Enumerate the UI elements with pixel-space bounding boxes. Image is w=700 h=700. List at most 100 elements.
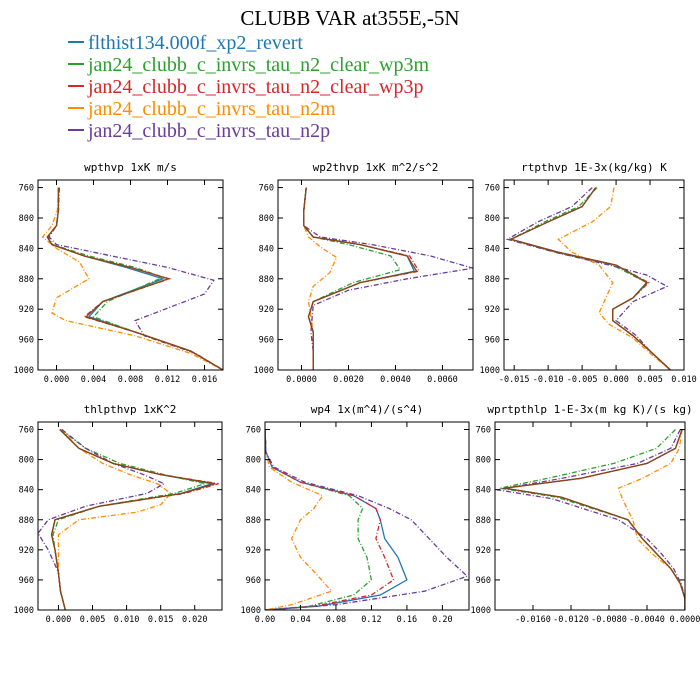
xtick-label-0-0: 0.000 [44, 375, 70, 385]
subplot-1: wp2thvp 1xK m^2/s^2 0.0000 0.0020 0.0040 0.0… [254, 161, 474, 385]
ytick-label-5-3: 880 [476, 516, 491, 526]
xtick-label-0-3: 0.012 [155, 375, 181, 385]
subplot-lines-0 [41, 187, 223, 370]
ytick-label-2-1: 800 [485, 214, 500, 224]
legend-swatch-0 [68, 41, 84, 44]
legend-item-4: jan24_clubb_c_invrs_tau_n2p [68, 120, 429, 142]
legend-swatch-3 [68, 107, 84, 110]
xtick-label-1-3: 0.0060 [427, 375, 458, 385]
ytick-label-0-4: 920 [19, 305, 34, 315]
subplot-title-5: wprtpthlp 1-E-3x(m kg K)/(s kg) [487, 403, 692, 416]
xtick-label-4-1: 0.04 [290, 615, 310, 625]
legend-item-0: flthist134.000f_xp2_revert [68, 32, 429, 54]
legend: flthist134.000f_xp2_revert jan24_clubb_c… [68, 32, 429, 142]
xtick-label-2-0: -0.015 [499, 375, 530, 385]
subplot-4: wp4 1x(m^4)/(s^4) 0.00 0.04 0.08 0.12 0.16 0.2… [241, 403, 470, 625]
xtick-label-2-2: -0.005 [567, 375, 598, 385]
ytick-label-1-3: 880 [259, 275, 274, 285]
legend-label-1: jan24_clubb_c_invrs_tau_n2_clear_wp3m [88, 54, 430, 76]
series-line-0-4 [48, 187, 223, 370]
ytick-label-3-0: 760 [19, 426, 34, 436]
ytick-label-5-4: 920 [476, 546, 491, 556]
xtick-label-1-0: 0.0000 [286, 375, 317, 385]
subplot-lines-4 [265, 429, 469, 610]
xtick-label-3-0: 0.000 [46, 615, 72, 625]
figure-title: CLUBB VAR at355E,-5N [240, 6, 460, 30]
xtick-label-0-1: 0.004 [81, 375, 107, 385]
series-line-2-3 [557, 187, 671, 370]
ytick-label-1-1: 800 [259, 214, 274, 224]
ytick-label-2-3: 880 [485, 275, 500, 285]
series-line-1-1 [303, 187, 402, 370]
ytick-label-4-2: 840 [246, 486, 261, 496]
series-line-4-0 [265, 429, 408, 610]
xtick-label-2-5: 0.010 [671, 375, 697, 385]
xtick-label-3-4: 0.020 [182, 615, 208, 625]
xtick-label-1-2: 0.0040 [380, 375, 411, 385]
series-line-5-2 [504, 429, 685, 610]
series-line-2-5 [508, 187, 671, 370]
ytick-label-0-2: 840 [19, 244, 34, 254]
subplot-frame-4 [264, 421, 470, 611]
ytick-label-0-0: 760 [19, 184, 34, 194]
series-line-4-3 [265, 429, 333, 610]
series-line-1-5 [303, 187, 418, 370]
xtick-label-4-0: 0.00 [255, 615, 275, 625]
series-line-0-0 [46, 187, 223, 370]
xtick-label-4-2: 0.08 [326, 615, 346, 625]
xtick-label-1-1: 0.0020 [333, 375, 364, 385]
series-line-3-3 [57, 429, 172, 610]
ytick-label-3-4: 920 [19, 546, 34, 556]
ytick-label-2-6: 1000 [480, 366, 500, 376]
series-line-4-4 [265, 429, 469, 610]
subplot-title-1: wp2thvp 1xK m^2/s^2 [313, 161, 439, 174]
ytick-label-3-5: 960 [19, 576, 34, 586]
series-line-5-4 [496, 429, 685, 610]
series-line-1-3 [303, 187, 338, 370]
legend-item-3: jan24_clubb_c_invrs_tau_n2m [68, 98, 429, 120]
series-line-0-2 [46, 187, 223, 370]
subplot-title-0: wpthvp 1xK m/s [84, 161, 177, 174]
series-line-1-0 [303, 187, 416, 370]
xtick-label-4-3: 0.12 [361, 615, 381, 625]
series-line-3-2 [50, 429, 219, 610]
xtick-label-5-4: 0.0000 [670, 615, 700, 625]
series-line-4-2 [265, 429, 395, 610]
ytick-label-3-1: 800 [19, 456, 34, 466]
legend-label-3: jan24_clubb_c_invrs_tau_n2m [88, 98, 336, 120]
legend-label-2: jan24_clubb_c_invrs_tau_n2_clear_wp3p [88, 76, 424, 98]
xtick-label-5-3: -0.0040 [629, 615, 665, 625]
subplot-frame-3 [37, 421, 223, 611]
subplot-3: thlpthvp 1xK^2 0.000 0.005 0.010 0.015 0.020 7… [14, 403, 223, 625]
ytick-label-3-3: 880 [19, 516, 34, 526]
ytick-label-5-2: 840 [476, 486, 491, 496]
legend-swatch-4 [68, 129, 84, 132]
xtick-label-2-4: 0.005 [637, 375, 663, 385]
subplot-title-2: rtpthvp 1E-3x(kg/kg) K [521, 161, 667, 174]
series-line-3-1 [52, 428, 208, 610]
ytick-label-5-5: 960 [476, 576, 491, 586]
ytick-label-1-5: 960 [259, 336, 274, 346]
subplot-2: rtpthvp 1E-3x(kg/kg) K -0.015 -0.010 -0.005… [480, 161, 697, 385]
series-line-5-1 [499, 429, 685, 610]
xtick-label-0-2: 0.008 [118, 375, 144, 385]
xtick-label-3-3: 0.015 [148, 615, 174, 625]
legend-label-4: jan24_clubb_c_invrs_tau_n2p [88, 120, 331, 142]
xtick-label-0-4: 0.016 [192, 375, 218, 385]
subplot-frame-5 [494, 421, 686, 611]
xtick-label-3-2: 0.010 [114, 615, 140, 625]
subplot-lines-1 [303, 187, 473, 370]
legend-swatch-1 [68, 63, 84, 66]
ytick-label-3-2: 840 [19, 486, 34, 496]
series-line-4-1 [265, 429, 373, 610]
xtick-label-4-4: 0.16 [397, 615, 417, 625]
series-line-1-2 [303, 187, 421, 370]
ytick-label-5-1: 800 [476, 456, 491, 466]
subplot-lines-2 [505, 187, 671, 370]
ytick-label-4-1: 800 [246, 456, 261, 466]
ytick-label-1-4: 920 [259, 305, 274, 315]
series-line-0-5 [46, 187, 223, 370]
xtick-label-2-1: -0.010 [533, 375, 564, 385]
